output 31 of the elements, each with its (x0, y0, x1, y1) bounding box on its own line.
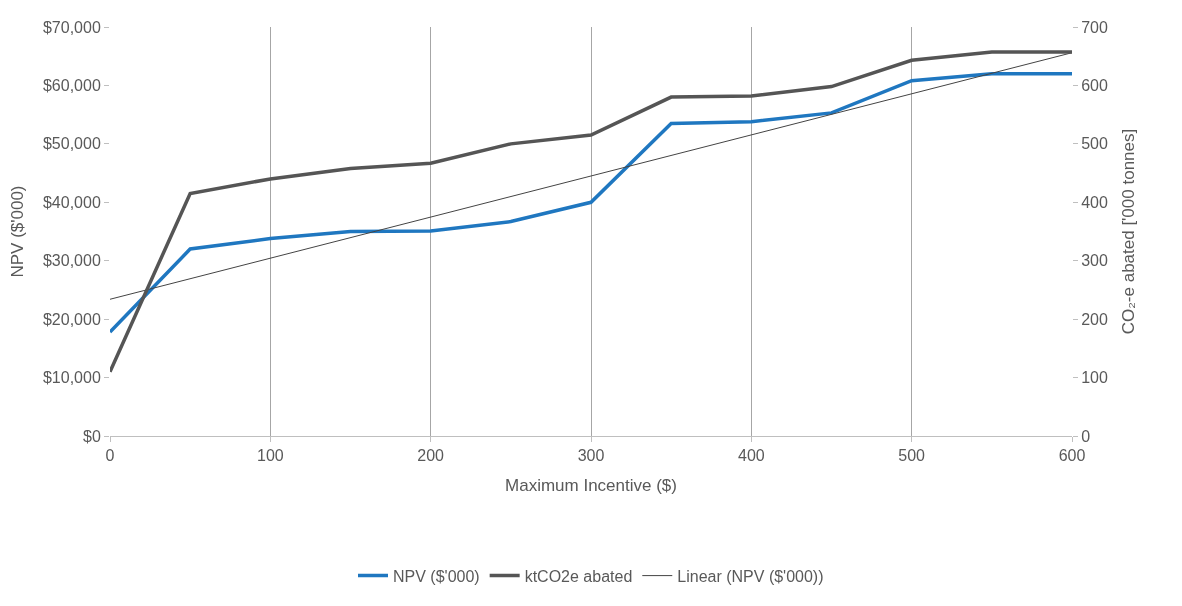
y-tick-label: $30,000 (42, 252, 101, 270)
y2-tick-label: 600 (1081, 77, 1108, 95)
y-tick-label: $70,000 (42, 18, 101, 36)
legend-label: ktCO2e abated (524, 567, 633, 585)
y2-tick-label: 700 (1081, 18, 1108, 36)
y2-tick-label: 300 (1081, 252, 1108, 270)
x-tick-label: 500 (898, 447, 926, 465)
y2-tick-label: 200 (1081, 310, 1108, 328)
line-series (110, 50, 1072, 374)
x-tick-label: 400 (737, 447, 765, 465)
line-series (110, 71, 1072, 334)
y2-axis-title: CO₂-e abated ['000 tonnes] (1119, 128, 1139, 335)
y2-tick-label: 100 (1081, 369, 1108, 387)
y-axis-title: NPV ($'000) (7, 185, 27, 278)
y2-tick-label: 500 (1081, 135, 1108, 153)
y-tick-label: $40,000 (42, 193, 101, 211)
x-tick-label: 600 (1058, 447, 1086, 465)
x-tick-label: 200 (417, 447, 445, 465)
y-tick-label: $10,000 (42, 369, 101, 387)
x-tick-label: 100 (256, 447, 284, 465)
y-tick-label: $60,000 (42, 77, 101, 95)
y2-tick-label: 400 (1081, 193, 1108, 211)
x-tick-label: 300 (577, 447, 605, 465)
x-axis-title: Maximum Incentive ($) (505, 475, 677, 495)
x-tick-label: 0 (105, 447, 115, 465)
y-tick-label: $20,000 (42, 310, 101, 328)
legend-label: NPV ($'000) (393, 567, 480, 585)
y-tick-label: $50,000 (42, 135, 101, 153)
y-tick-label: $0 (83, 427, 101, 445)
y2-tick-label: 0 (1081, 427, 1091, 445)
legend-label: Linear (NPV ($'000)) (677, 567, 824, 585)
